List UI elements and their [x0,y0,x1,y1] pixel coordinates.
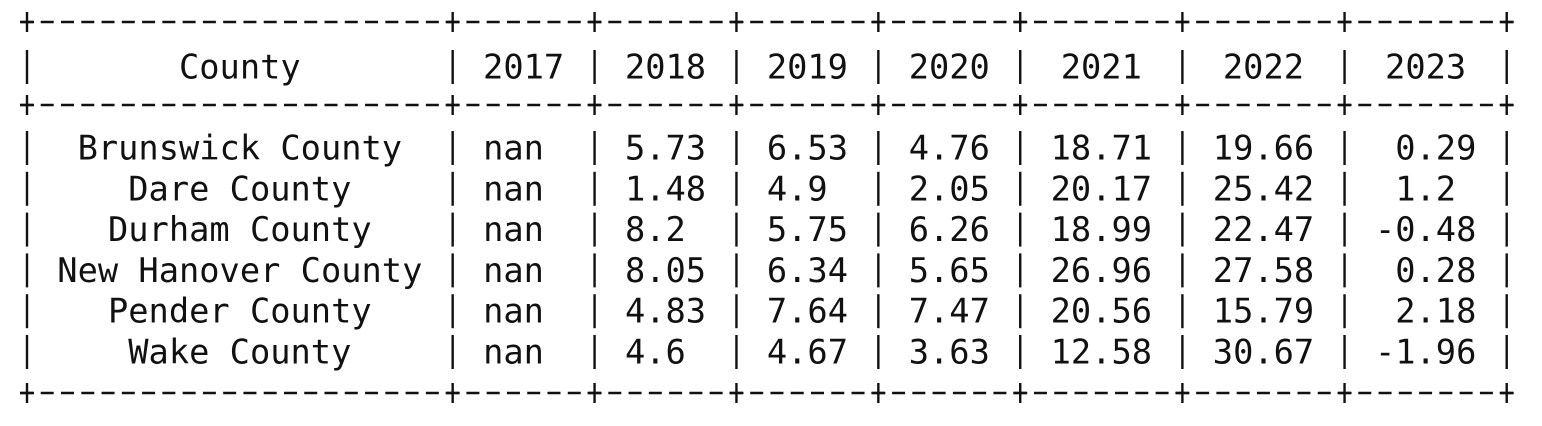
cell-value: -1.96 [1375,333,1476,372]
cell-value: nan [483,129,544,168]
cell-value: 20.17 [1051,169,1152,208]
cell-value: 19.66 [1213,129,1314,168]
cell-value: nan [483,292,544,331]
cell-value: 5.65 [909,251,990,290]
cell-value: 6.26 [909,210,990,249]
cell-value: 25.42 [1213,169,1314,208]
county-name: Pender County [108,292,372,331]
cell-value: 3.63 [909,333,990,372]
column-header: 2017 [483,48,564,87]
cell-value: 7.47 [909,292,990,331]
county-name: Dare County [128,169,351,208]
county-name: New Hanover County [57,251,422,290]
column-header: 2021 [1061,48,1142,87]
column-header: 2019 [767,48,848,87]
cell-value: 27.58 [1213,251,1314,290]
cell-value: nan [483,169,544,208]
cell-value: 26.96 [1051,251,1152,290]
cell-value: 8.2 [625,210,686,249]
cell-value: nan [483,210,544,249]
cell-value: 0.29 [1395,129,1476,168]
cell-value: 4.76 [909,129,990,168]
cell-value: 2.18 [1395,292,1476,331]
cell-value: 22.47 [1213,210,1314,249]
cell-value: 4.67 [767,333,848,372]
county-name: Wake County [128,333,351,372]
cell-value: 4.83 [625,292,706,331]
county-name: Brunswick County [78,129,403,168]
column-header: 2020 [909,48,990,87]
column-header: 2023 [1385,48,1466,87]
county-name: Durham County [108,210,372,249]
column-header: 2018 [625,48,706,87]
cell-value: 5.73 [625,129,706,168]
cell-value: 4.6 [625,333,686,372]
cell-value: nan [483,333,544,372]
cell-value: 5.75 [767,210,848,249]
cell-value: 7.64 [767,292,848,331]
cell-value: nan [483,251,544,290]
cell-value: 1.2 [1395,169,1456,208]
cell-value: 15.79 [1213,292,1314,331]
cell-value: -0.48 [1375,210,1476,249]
cell-value: 18.71 [1051,129,1152,168]
cell-value: 6.53 [767,129,848,168]
cell-value: 4.9 [767,169,828,208]
column-header: 2022 [1223,48,1304,87]
cell-value: 1.48 [625,169,706,208]
column-header: County [179,48,301,87]
cell-value: 30.67 [1213,333,1314,372]
cell-value: 2.05 [909,169,990,208]
cell-value: 20.56 [1051,292,1152,331]
cell-value: 0.28 [1395,251,1476,290]
cell-value: 6.34 [767,251,848,290]
cell-value: 18.99 [1051,210,1152,249]
cell-value: 12.58 [1051,333,1152,372]
cell-value: 8.05 [625,251,706,290]
